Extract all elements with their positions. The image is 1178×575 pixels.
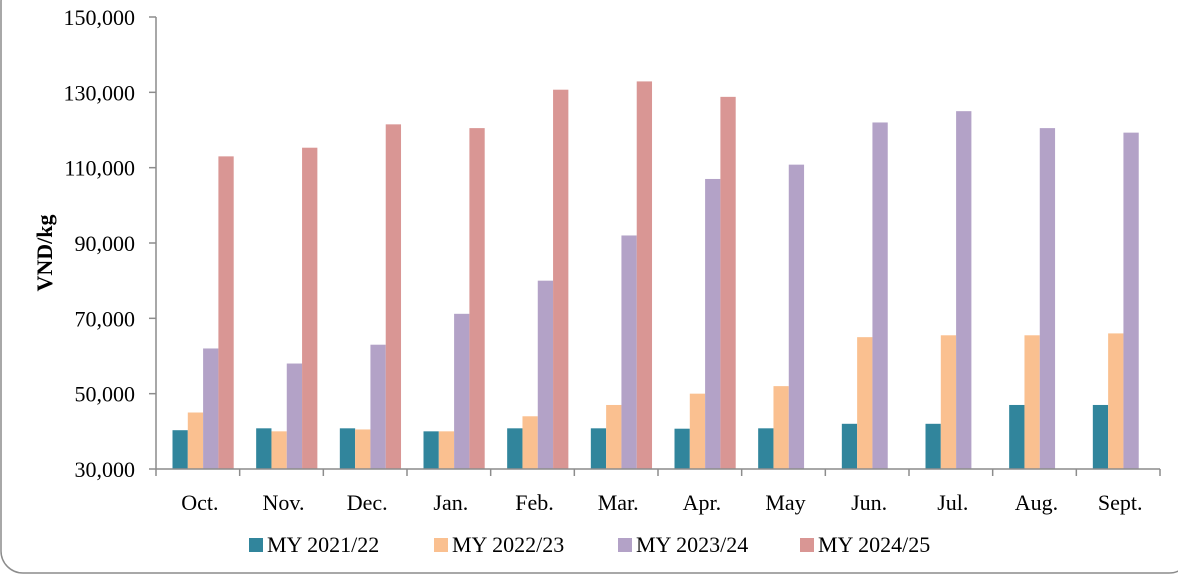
x-tick-label: Apr. (683, 490, 722, 515)
y-tick-label: 70,000 (75, 306, 136, 331)
bars-layer (172, 81, 1139, 470)
bar-oct-series-1 (172, 430, 188, 469)
x-tick-label: Oct. (181, 490, 218, 515)
bar-jul-series-1 (925, 423, 941, 469)
x-tick-label: Mar. (598, 490, 639, 515)
bar-nov-series-4 (302, 147, 318, 469)
bar-dec-series-4 (385, 124, 402, 469)
legend-label: MY 2022/23 (452, 532, 564, 557)
legend-swatch (800, 538, 814, 552)
y-axis-title: VND/kg (32, 214, 57, 291)
y-tick-label: 30,000 (75, 457, 136, 482)
bar-dec-series-1 (339, 428, 356, 469)
bar-mar-series-3 (621, 235, 637, 469)
bar-jan-series-1 (423, 431, 439, 469)
x-tick-label: Feb. (515, 490, 554, 515)
bar-sept-series-3 (1123, 132, 1139, 470)
y-ticks-layer: 30,000 50,000 70,000 90,000 110,000 130,000 15… (64, 5, 156, 482)
bar-aug-series-2 (1024, 335, 1040, 469)
x-ticks-layer: Oct. Nov. Dec. Jan. Feb. Mar. Apr. May Jun. Jul. A… (155, 469, 1161, 515)
legend-label: MY 2023/24 (636, 532, 748, 557)
bar-jun-series-3 (872, 122, 888, 469)
x-tick-label: Jun. (851, 490, 887, 515)
bar-nov-series-3 (286, 363, 303, 469)
bar-oct-series-2 (187, 412, 204, 469)
bar-sept-series-1 (1092, 404, 1109, 469)
x-tick-label: Dec. (347, 490, 388, 515)
bar-may-series-1 (758, 428, 774, 469)
bar-feb-series-1 (507, 428, 523, 469)
bar-sept-series-2 (1108, 333, 1124, 469)
y-tick-label: 110,000 (64, 156, 135, 181)
bar-mar-series-1 (590, 428, 607, 469)
bar-jul-series-2 (940, 335, 957, 469)
bar-apr-series-2 (689, 393, 706, 469)
bar-jul-series-3 (956, 111, 972, 470)
bar-feb-series-4 (553, 89, 569, 470)
y-tick-label: 50,000 (75, 382, 136, 407)
bar-dec-series-3 (370, 344, 386, 469)
bar-may-series-3 (788, 164, 805, 470)
legend-swatch (434, 538, 448, 552)
bar-feb-series-2 (522, 416, 538, 469)
bar-aug-series-3 (1039, 128, 1056, 469)
bar-oct-series-4 (218, 156, 234, 469)
bar-apr-series-4 (720, 96, 736, 469)
legend-label: MY 2024/25 (818, 532, 930, 557)
y-tick-label: 90,000 (75, 231, 136, 256)
bar-mar-series-2 (606, 404, 622, 469)
legend-label: MY 2021/22 (267, 532, 379, 557)
x-tick-label: Jan. (433, 490, 468, 515)
y-tick-label: 130,000 (64, 80, 136, 105)
x-tick-label: Aug. (1015, 490, 1058, 515)
bar-dec-series-2 (355, 429, 371, 469)
x-tick-label: May (765, 490, 805, 515)
bar-jan-series-3 (454, 313, 470, 469)
bar-jun-series-2 (857, 337, 873, 469)
bar-nov-series-1 (256, 428, 272, 469)
legend-swatch (249, 538, 263, 552)
x-tick-label: Jul. (937, 490, 968, 515)
bar-jan-series-4 (469, 128, 485, 469)
bar-may-series-2 (773, 386, 789, 469)
bar-apr-series-1 (674, 428, 690, 469)
bar-mar-series-4 (636, 81, 653, 469)
x-tick-label: Sept. (1098, 490, 1143, 515)
legend-swatch (618, 538, 632, 552)
bar-jan-series-2 (438, 431, 455, 469)
x-tick-label: Nov. (263, 490, 305, 515)
bar-oct-series-3 (203, 348, 219, 469)
bar-nov-series-2 (271, 431, 287, 469)
y-tick-label: 150,000 (64, 5, 136, 30)
bar-jun-series-1 (841, 423, 858, 469)
bar-apr-series-3 (705, 178, 721, 469)
legend: MY 2021/22 MY 2022/23 MY 2023/24 MY 2024/25 (249, 532, 930, 557)
bar-aug-series-1 (1009, 404, 1025, 469)
bar-feb-series-3 (537, 280, 554, 469)
